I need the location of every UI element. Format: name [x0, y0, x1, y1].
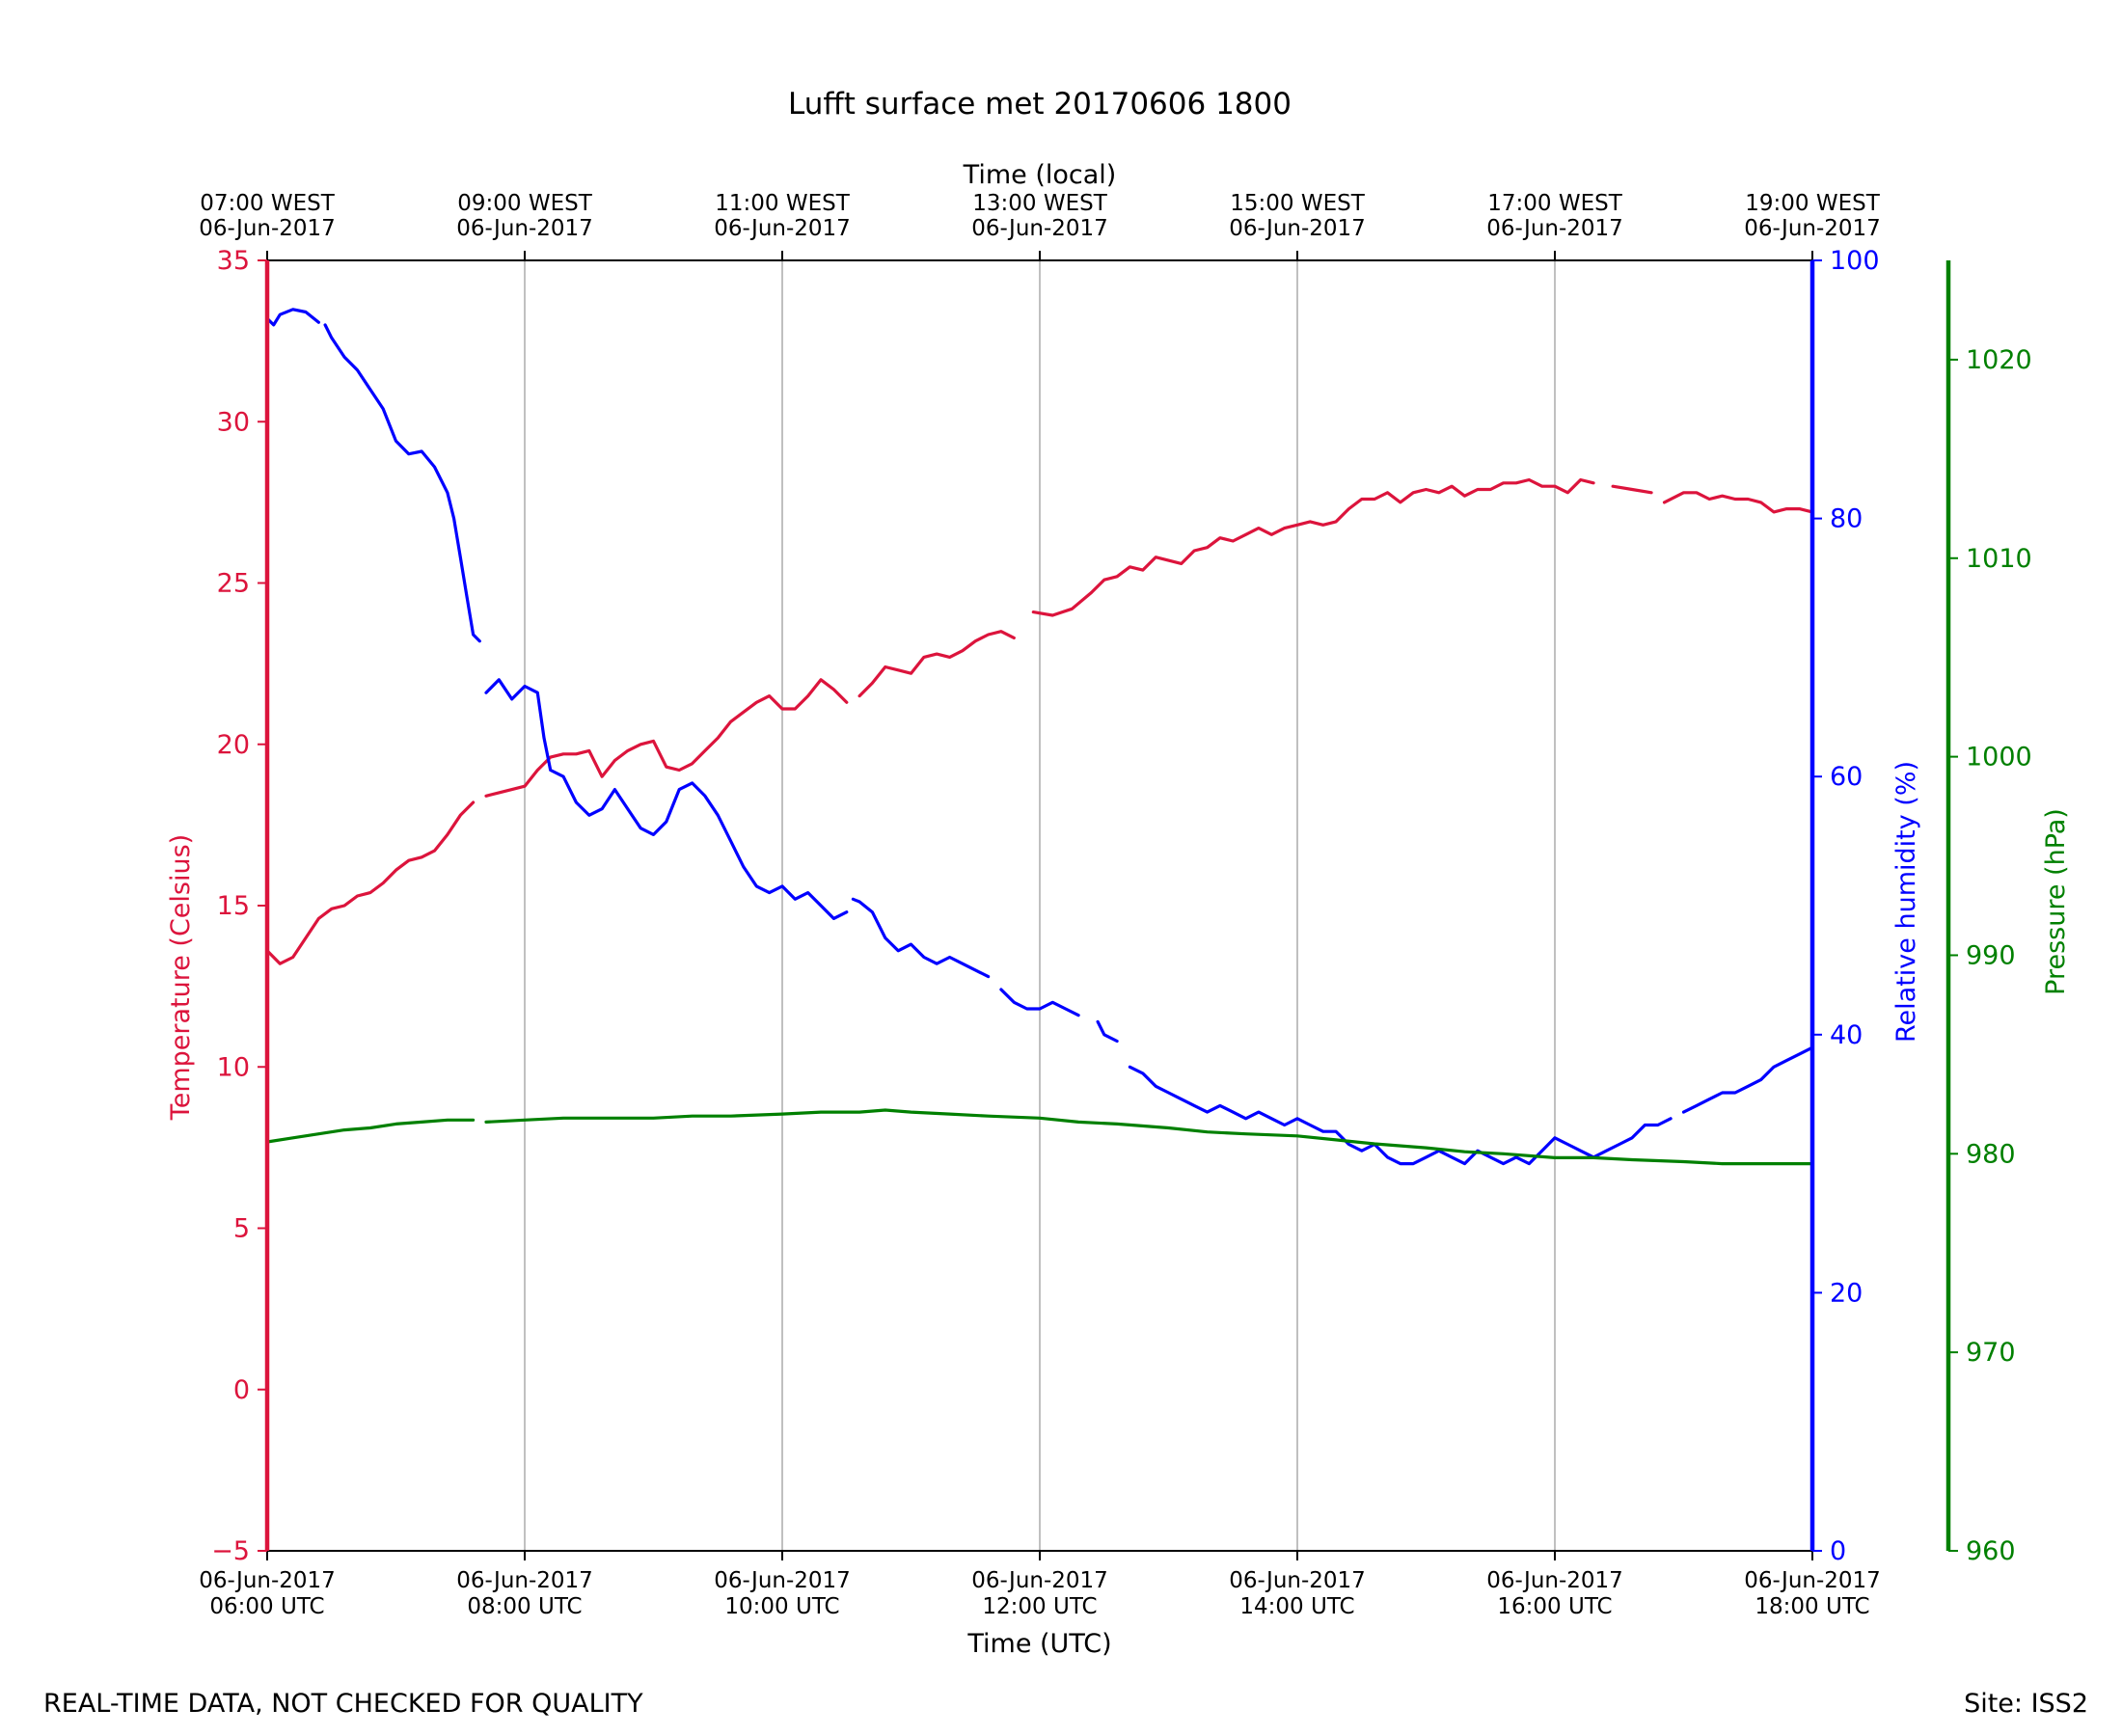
pressure-tick-label: 980 [1966, 1139, 2016, 1169]
top-tick-time: 09:00 WEST [457, 191, 592, 216]
pressure-tick-label: 990 [1966, 940, 2016, 970]
humidity-tick-label: 0 [1830, 1536, 1846, 1566]
humidity-tick-label: 40 [1830, 1020, 1863, 1050]
temperature-tick-label: 35 [217, 246, 250, 276]
humidity-tick-label: 100 [1830, 246, 1880, 276]
bottom-tick-time: 16:00 UTC [1497, 1594, 1612, 1619]
series-temperature-line [484, 678, 849, 798]
quality-note: REAL-TIME DATA, NOT CHECKED FOR QUALITY [43, 1689, 643, 1719]
series-temperature-line [857, 630, 1016, 698]
top-tick-time: 07:00 WEST [200, 191, 335, 216]
top-tick-date: 06-Jun-2017 [971, 216, 1108, 241]
temperature-tick-label: 10 [217, 1052, 250, 1082]
top-tick-time: 13:00 WEST [972, 191, 1107, 216]
bottom-tick-date: 06-Jun-2017 [1229, 1568, 1366, 1593]
bottom-tick-time: 12:00 UTC [982, 1594, 1097, 1619]
series-pressure-line [265, 1118, 476, 1144]
bottom-tick-time: 06:00 UTC [209, 1594, 324, 1619]
series-temperature-line [1662, 491, 1814, 514]
top-tick-date: 06-Jun-2017 [1229, 216, 1366, 241]
top-tick-time: 17:00 WEST [1487, 191, 1622, 216]
top-axis-label: Time (local) [963, 160, 1117, 190]
chart-title: Lufft surface met 20170606 1800 [788, 87, 1292, 122]
top-tick-time: 11:00 WEST [715, 191, 850, 216]
bottom-tick-date: 06-Jun-2017 [199, 1568, 336, 1593]
bottom-tick-date: 06-Jun-2017 [714, 1568, 851, 1593]
bottom-tick-time: 14:00 UTC [1239, 1594, 1354, 1619]
top-tick-date: 06-Jun-2017 [714, 216, 851, 241]
series-relative-humidity-line [484, 678, 849, 920]
bottom-tick-date: 06-Jun-2017 [971, 1568, 1108, 1593]
series-relative-humidity-line [1096, 1019, 1119, 1044]
temperature-tick-label: 20 [217, 730, 250, 760]
series-pressure-line [484, 1108, 1814, 1166]
top-tick-date: 06-Jun-2017 [456, 216, 593, 241]
series-relative-humidity-line [851, 897, 991, 979]
temperature-tick-label: 25 [217, 569, 250, 599]
bottom-tick-time: 18:00 UTC [1755, 1594, 1869, 1619]
temperature-tick-label: 15 [217, 891, 250, 921]
temperature-tick-label: 30 [217, 407, 250, 437]
temperature-tick-label: 0 [233, 1375, 250, 1405]
series-relative-humidity-line [1681, 1045, 1814, 1114]
humidity-tick-label: 80 [1830, 504, 1863, 534]
top-tick-date: 06-Jun-2017 [1486, 216, 1623, 241]
temperature-tick-label: −5 [211, 1536, 250, 1566]
site-label: Site: ISS2 [1964, 1689, 2088, 1719]
top-tick-time: 19:00 WEST [1745, 191, 1880, 216]
temperature-tick-label: 5 [233, 1214, 250, 1244]
bottom-tick-time: 08:00 UTC [467, 1594, 582, 1619]
top-tick-time: 15:00 WEST [1230, 191, 1365, 216]
bottom-tick-date: 06-Jun-2017 [1744, 1568, 1881, 1593]
text-layer: Lufft surface met 20170606 1800 Time (lo… [43, 87, 2088, 1719]
humidity-tick-label: 20 [1830, 1278, 1863, 1308]
pressure-tick-label: 1010 [1966, 544, 2032, 574]
series-temperature-line [265, 800, 476, 965]
series-temperature-line [1031, 477, 1595, 617]
bottom-tick-date: 06-Jun-2017 [1486, 1568, 1623, 1593]
top-tick-date: 06-Jun-2017 [199, 216, 336, 241]
series-layer [265, 308, 1814, 1166]
pressure-tick-label: 970 [1966, 1338, 2016, 1368]
series-relative-humidity-line [999, 988, 1080, 1017]
pressure-tick-label: 960 [1966, 1536, 2016, 1566]
bottom-axis-label: Time (UTC) [966, 1629, 1111, 1659]
pressure-axis-label: Pressure (hPa) [2041, 808, 2071, 995]
series-relative-humidity-line [323, 323, 481, 643]
series-temperature-line [1611, 484, 1653, 495]
grid-layer [524, 260, 1556, 1551]
pressure-tick-label: 1020 [1966, 345, 2032, 375]
temperature-axis-label: Temperature (Celsius) [166, 834, 196, 1121]
series-relative-humidity-line [1128, 1065, 1673, 1166]
pressure-tick-label: 1000 [1966, 743, 2032, 773]
humidity-tick-label: 60 [1830, 762, 1863, 792]
bottom-tick-date: 06-Jun-2017 [456, 1568, 593, 1593]
series-relative-humidity-line [265, 308, 320, 327]
bottom-tick-time: 10:00 UTC [724, 1594, 839, 1619]
top-tick-date: 06-Jun-2017 [1744, 216, 1881, 241]
humidity-axis-label: Relative humidity (%) [1891, 761, 1921, 1043]
